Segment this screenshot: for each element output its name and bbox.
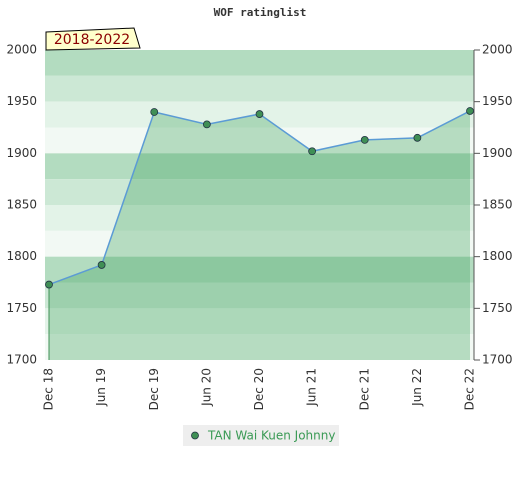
y2-tick-label: 1950	[482, 94, 513, 108]
band	[45, 127, 474, 154]
y-tick-label: 1800	[6, 249, 37, 263]
y2-tick-label: 1900	[482, 146, 513, 160]
band	[45, 308, 474, 335]
y2-tick-label: 1750	[482, 301, 513, 315]
y2-tick-label: 1800	[482, 249, 513, 263]
band	[45, 50, 474, 76]
band	[45, 334, 474, 360]
x-tick-label: Jun 22	[410, 368, 424, 407]
x-tick-label: Dec 20	[252, 368, 266, 410]
y-tick-label: 1700	[6, 353, 37, 367]
y-tick-label: 1750	[6, 301, 37, 315]
x-tick-label: Dec 18	[42, 368, 56, 410]
point	[360, 135, 369, 144]
x-tick-label: Dec 21	[357, 368, 371, 410]
y2-tick-label: 1700	[482, 353, 513, 367]
x-tick-label: Jun 20	[199, 368, 213, 407]
point	[413, 133, 422, 142]
area	[49, 110, 470, 360]
point	[202, 120, 211, 129]
x-tick-label: Dec 22	[463, 368, 477, 410]
legend-box	[183, 425, 339, 446]
x-tick-label: Dec 19	[147, 368, 161, 410]
band	[45, 205, 474, 231]
point	[45, 280, 53, 289]
y-tick-label: 1900	[6, 146, 37, 160]
band	[45, 153, 474, 180]
point	[97, 261, 106, 269]
y2-tick-label: 2000	[482, 43, 513, 57]
band	[45, 256, 474, 283]
band	[45, 282, 474, 309]
point	[255, 110, 264, 118]
band	[45, 230, 474, 257]
y2-tick-label: 1850	[482, 198, 513, 212]
period-box	[45, 27, 141, 51]
y-tick-label: 1950	[6, 94, 37, 108]
point	[466, 107, 474, 115]
chart-title: WOF ratinglist	[214, 6, 307, 19]
point	[150, 108, 159, 116]
band	[45, 179, 474, 205]
band	[45, 75, 474, 102]
y-tick-label: 1850	[6, 198, 37, 212]
legend-label: TAN Wai Kuen Johnny	[207, 429, 335, 443]
x-tick-label: Jun 19	[94, 368, 108, 407]
point	[308, 147, 317, 156]
legend-marker	[191, 431, 199, 440]
y-tick-label: 2000	[6, 43, 37, 57]
period-label: 2018-2022	[54, 32, 130, 48]
x-tick-label: Jun 21	[305, 368, 319, 407]
